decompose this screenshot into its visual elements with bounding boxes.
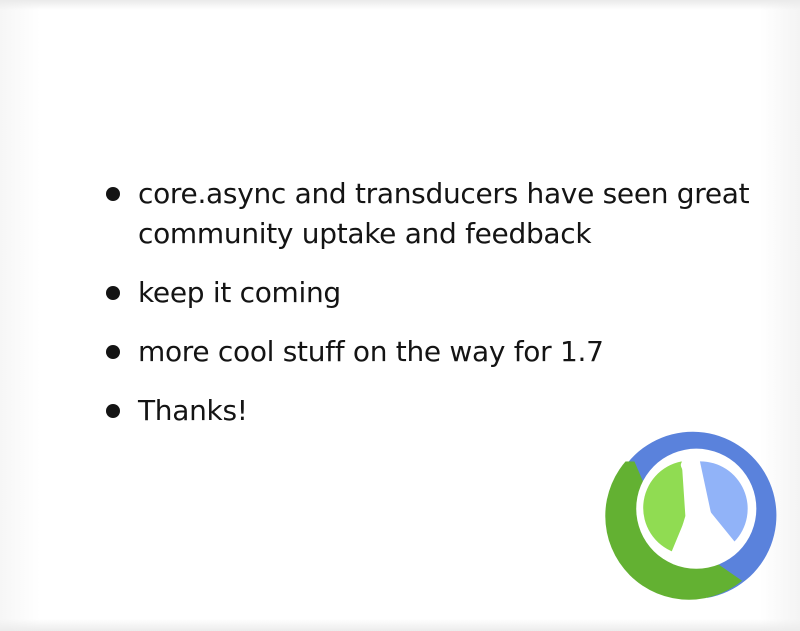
- logo-light-blue: [699, 461, 748, 542]
- bullet-text: more cool stuff on the way for 1.7: [138, 335, 604, 368]
- bullet-item-future: more cool stuff on the way for 1.7: [104, 332, 764, 372]
- bullet-text: core.async and transducers have seen gre…: [138, 177, 750, 250]
- bullet-dot-icon: [106, 187, 120, 201]
- bullet-item-keep-coming: keep it coming: [104, 273, 764, 313]
- slide-top-shadow: [0, 0, 800, 10]
- clojure-logo-icon: [605, 431, 777, 600]
- bullet-list: core.async and transducers have seen gre…: [104, 174, 764, 450]
- slide-bottom-shadow: [0, 619, 800, 631]
- logo-lambda: [671, 460, 727, 557]
- bullet-dot-icon: [106, 345, 120, 359]
- bullet-dot-icon: [106, 286, 120, 300]
- logo-light-green: [643, 461, 686, 553]
- bullet-item-thanks: Thanks!: [104, 391, 764, 431]
- bullet-text: keep it coming: [138, 276, 341, 309]
- bullet-item-community: core.async and transducers have seen gre…: [104, 174, 764, 254]
- bullet-dot-icon: [106, 404, 120, 418]
- bullet-text: Thanks!: [138, 394, 248, 427]
